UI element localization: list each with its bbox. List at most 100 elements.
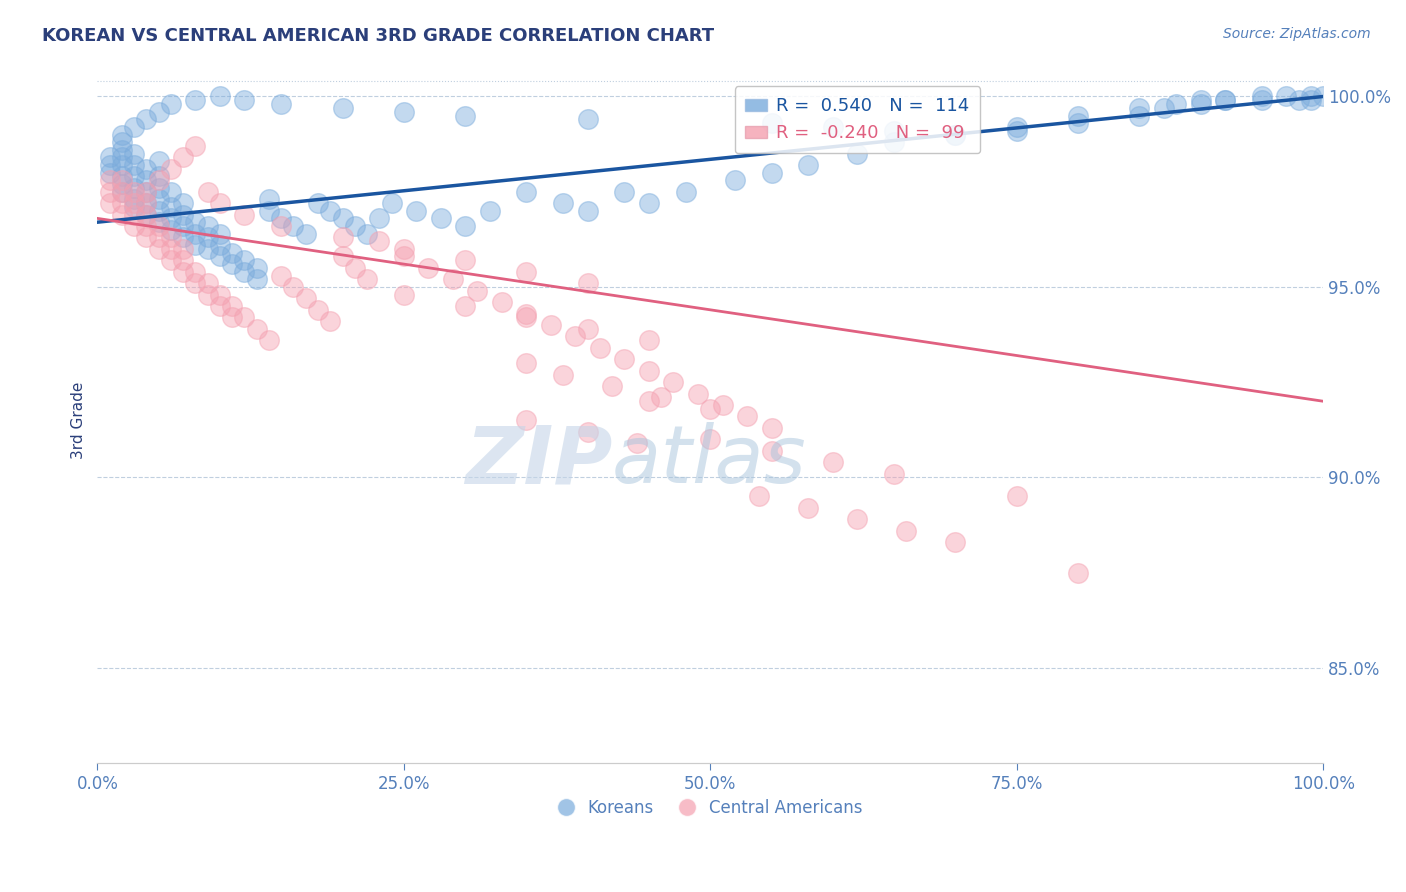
Point [172, 265, 194, 279]
Point [233, 310, 256, 325]
Point [332, 230, 354, 244]
Point [576, 112, 599, 127]
Point [172, 219, 194, 233]
Point [711, 398, 734, 412]
Point [111, 173, 134, 187]
Point [160, 253, 183, 268]
Point [638, 394, 661, 409]
Point [454, 253, 477, 268]
Point [638, 364, 661, 378]
Point [589, 341, 612, 355]
Point [392, 250, 415, 264]
Point [208, 227, 231, 241]
Point [945, 535, 967, 549]
Point [626, 436, 648, 450]
Point [135, 173, 157, 187]
Point [148, 173, 170, 187]
Point [135, 185, 157, 199]
Point [122, 219, 145, 233]
Point [270, 219, 292, 233]
Point [135, 161, 157, 176]
Point [576, 425, 599, 439]
Point [392, 104, 415, 119]
Point [319, 314, 342, 328]
Point [283, 219, 305, 233]
Point [221, 310, 243, 325]
Point [1005, 120, 1028, 134]
Point [821, 120, 844, 134]
Point [172, 253, 194, 268]
Point [135, 208, 157, 222]
Point [111, 185, 134, 199]
Point [135, 230, 157, 244]
Point [148, 154, 170, 169]
Point [662, 375, 685, 389]
Point [148, 169, 170, 184]
Point [172, 230, 194, 244]
Point [896, 524, 918, 538]
Point [233, 265, 256, 279]
Point [294, 227, 316, 241]
Point [356, 227, 378, 241]
Point [98, 196, 121, 211]
Point [368, 234, 391, 248]
Point [467, 284, 489, 298]
Point [429, 211, 451, 226]
Text: ZIP: ZIP [465, 423, 612, 500]
Point [1213, 93, 1236, 107]
Point [478, 203, 501, 218]
Point [184, 227, 207, 241]
Point [148, 104, 170, 119]
Point [454, 219, 477, 233]
Point [418, 260, 440, 275]
Point [233, 93, 256, 107]
Point [197, 219, 219, 233]
Point [380, 196, 402, 211]
Point [675, 185, 697, 199]
Point [797, 500, 820, 515]
Point [111, 135, 134, 149]
Point [221, 245, 243, 260]
Point [1005, 490, 1028, 504]
Point [148, 230, 170, 244]
Point [332, 101, 354, 115]
Point [122, 208, 145, 222]
Point [246, 260, 269, 275]
Point [184, 265, 207, 279]
Y-axis label: 3rd Grade: 3rd Grade [72, 382, 86, 459]
Point [735, 409, 758, 424]
Point [172, 208, 194, 222]
Point [208, 89, 231, 103]
Point [221, 299, 243, 313]
Point [135, 185, 157, 199]
Point [122, 181, 145, 195]
Point [1250, 93, 1272, 107]
Point [184, 93, 207, 107]
Point [343, 219, 366, 233]
Point [515, 185, 537, 199]
Point [208, 250, 231, 264]
Point [761, 166, 783, 180]
Point [332, 211, 354, 226]
Point [945, 128, 967, 142]
Point [613, 352, 636, 367]
Point [208, 238, 231, 252]
Point [148, 242, 170, 256]
Point [1250, 89, 1272, 103]
Point [122, 196, 145, 211]
Point [111, 208, 134, 222]
Point [160, 242, 183, 256]
Point [208, 287, 231, 301]
Point [233, 208, 256, 222]
Point [197, 276, 219, 290]
Point [148, 219, 170, 233]
Point [650, 391, 672, 405]
Point [172, 150, 194, 164]
Point [1213, 93, 1236, 107]
Point [368, 211, 391, 226]
Point [184, 238, 207, 252]
Point [184, 215, 207, 229]
Point [576, 203, 599, 218]
Point [699, 433, 721, 447]
Point [135, 196, 157, 211]
